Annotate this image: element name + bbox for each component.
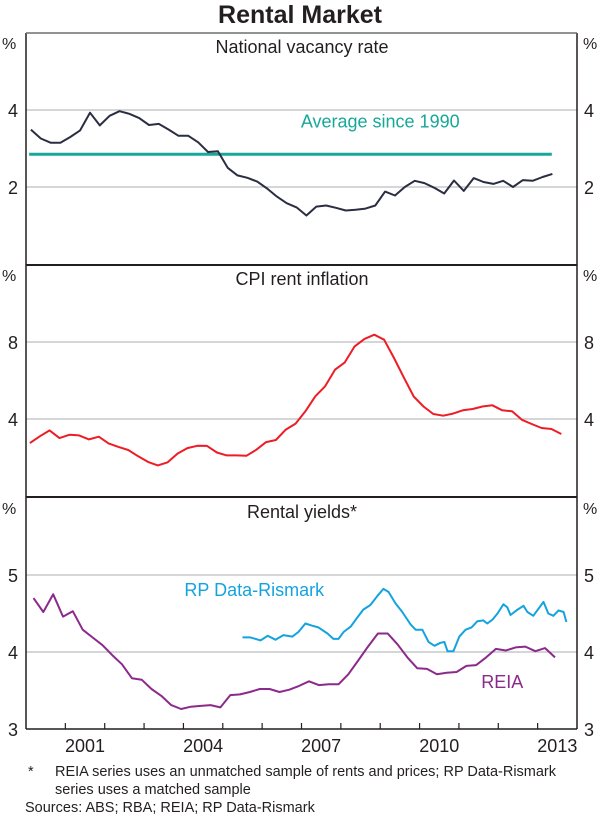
panel-title-cpi: CPI rent inflation [235,269,368,289]
y-tick-right-vacancy-4: 4 [584,101,594,121]
y-tick-right-yields-5: 5 [584,566,594,586]
panel-title-vacancy: National vacancy rate [215,37,388,57]
rental-market-chart: Rental Market 2 2 4 4% % National vacancy rat… [2,1,597,756]
footnote-marker: * [28,764,34,780]
series-label-rp-data-rismark: RP Data-Rismark [184,580,325,600]
panel-title-yields: Rental yields* [247,502,357,522]
y-tick-right-cpi-8: 8 [584,333,594,353]
x-tick-label-2007: 2007 [301,736,341,756]
y-tick-left-cpi-8: 8 [8,333,18,353]
y-tick-left-vacancy-4: 4 [8,101,18,121]
unit-label-left-vacancy: % [2,36,16,53]
unit-label-right-cpi: % [583,268,597,285]
series-line-cpi-rent-inflation [29,333,562,467]
series-label-average-since-1990: Average since 1990 [301,111,460,131]
sources-text: Sources: ABS; RBA; REIA; RP Data-Rismark [25,800,315,816]
unit-label-left-yields: % [2,501,16,518]
x-tick-label-2013: 2013 [537,736,577,756]
y-tick-left-yields-4: 4 [8,643,18,663]
x-tick-label-2001: 2001 [65,736,105,756]
y-tick-left-yields-3: 3 [8,720,18,740]
chart-title: Rental Market [218,1,383,29]
y-tick-right-vacancy-2: 2 [584,178,594,198]
y-tick-right-yields-3: 3 [584,720,594,740]
x-tick-label-2004: 2004 [183,736,223,756]
x-tick-label-2010: 2010 [419,736,459,756]
y-tick-right-yields-4: 4 [584,643,594,663]
series-line-national-vacancy-rate [30,110,553,217]
series-label-reia: REIA [481,672,523,692]
unit-label-right-vacancy: % [583,36,597,53]
y-tick-left-vacancy-2: 2 [8,178,18,198]
series-line-reia [32,593,556,710]
y-tick-left-cpi-4: 4 [8,410,18,430]
y-tick-left-yields-5: 5 [8,566,18,586]
footnote-text: REIA series uses an unmatched sample of … [55,764,557,798]
unit-label-left-cpi: % [2,268,16,285]
y-tick-right-cpi-4: 4 [584,410,594,430]
unit-label-right-yields: % [583,501,597,518]
series-line-rp-data-rismark [242,587,568,653]
